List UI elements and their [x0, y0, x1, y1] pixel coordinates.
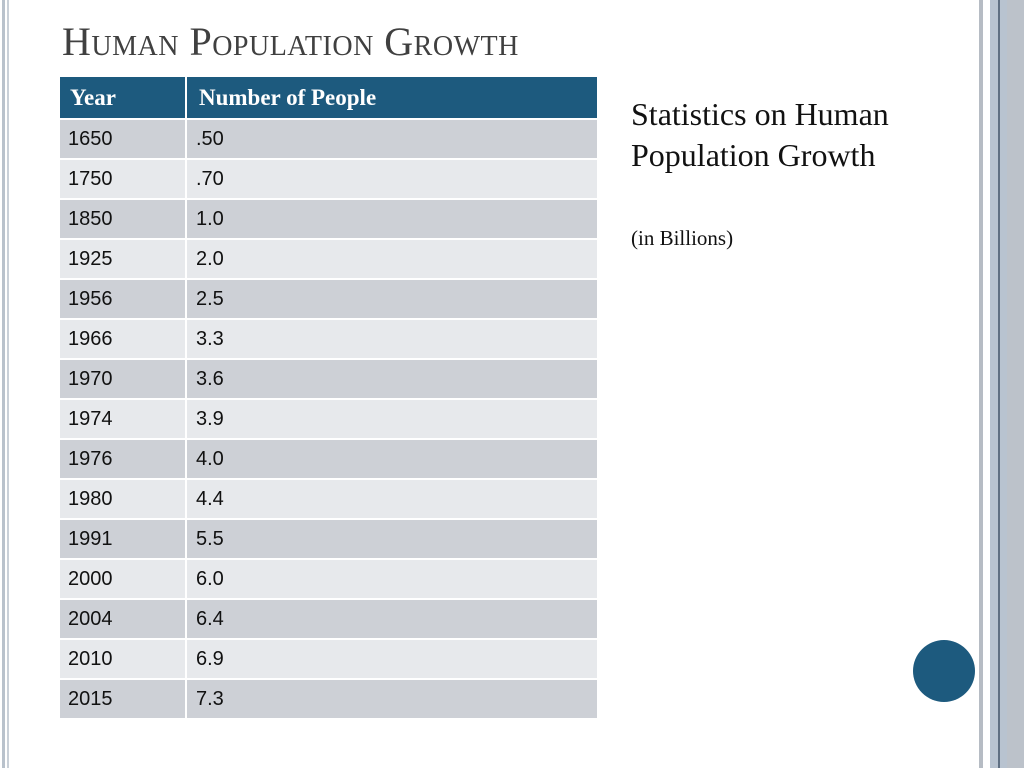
table-row: 1966 3.3 — [60, 318, 597, 359]
year-cell: 2000 — [60, 558, 187, 599]
column-header-people: Number of People — [186, 77, 597, 119]
year-cell: 2015 — [60, 678, 187, 718]
table-row: 1925 2.0 — [60, 238, 597, 279]
side-note: (in Billions) — [631, 226, 734, 250]
left-border-line — [7, 0, 9, 768]
population-cell: 4.0 — [186, 438, 597, 479]
population-cell: 4.4 — [186, 478, 597, 519]
table-row: 2010 6.9 — [60, 638, 597, 679]
table-row: 1750.70 — [60, 158, 597, 199]
population-cell: .50 — [186, 118, 597, 159]
right-border-line — [998, 0, 1000, 768]
table-row: 1850 1.0 — [60, 198, 597, 239]
table-row: 1650.50 — [60, 118, 597, 159]
year-cell: 2004 — [60, 598, 187, 639]
year-cell: 1956 — [60, 278, 187, 319]
population-cell: 3.3 — [186, 318, 597, 359]
population-cell: 5.5 — [186, 518, 597, 559]
population-cell: 2.5 — [186, 278, 597, 319]
year-cell: 1991 — [60, 518, 187, 559]
year-cell: 1980 — [60, 478, 187, 519]
table-header-row: Year Number of People — [60, 77, 597, 119]
slide-title: Human Population Growth — [62, 19, 519, 64]
population-cell: 1.0 — [186, 198, 597, 239]
table-row: 1991 5.5 — [60, 518, 597, 559]
table-row: 1956 2.5 — [60, 278, 597, 319]
decorative-circle — [913, 640, 975, 702]
table-row: 2004 6.4 — [60, 598, 597, 639]
population-cell: 2.0 — [186, 238, 597, 279]
population-cell: 6.0 — [186, 558, 597, 599]
year-cell: 1970 — [60, 358, 187, 399]
year-cell: 1974 — [60, 398, 187, 439]
year-cell: 1976 — [60, 438, 187, 479]
year-cell: 1650 — [60, 118, 187, 159]
population-cell: 7.3 — [186, 678, 597, 718]
left-border-line — [2, 0, 5, 768]
table-row: 2000 6.0 — [60, 558, 597, 599]
table-row: 1976 4.0 — [60, 438, 597, 479]
population-cell: 3.9 — [186, 398, 597, 439]
right-border-line — [979, 0, 983, 768]
side-heading: Statistics on Human Population Growth — [631, 96, 889, 173]
year-cell: 1750 — [60, 158, 187, 199]
table-row: 1974 3.9 — [60, 398, 597, 439]
year-cell: 1966 — [60, 318, 187, 359]
table-row: 1970 3.6 — [60, 358, 597, 399]
year-cell: 1850 — [60, 198, 187, 239]
table-row: 2015 7.3 — [60, 678, 597, 718]
year-cell: 2010 — [60, 638, 187, 679]
population-table: Year Number of People 1650.50 1750.70 1850… — [60, 77, 597, 718]
right-border-band — [1007, 0, 1024, 768]
population-cell: 3.6 — [186, 358, 597, 399]
population-cell: 6.9 — [186, 638, 597, 679]
table-row: 1980 4.4 — [60, 478, 597, 519]
year-cell: 1925 — [60, 238, 187, 279]
population-cell: .70 — [186, 158, 597, 199]
population-cell: 6.4 — [186, 598, 597, 639]
column-header-year: Year — [60, 77, 187, 119]
